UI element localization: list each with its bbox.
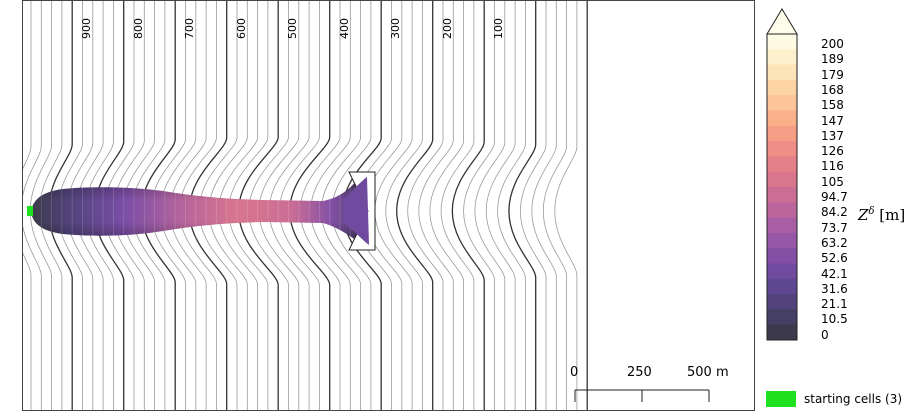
- contour-label-200: 200: [440, 18, 454, 39]
- color-ramp-step: [767, 187, 797, 203]
- contour-label-500: 500: [286, 18, 300, 39]
- contour-line: [485, 1, 516, 410]
- starting-cells-swatch: [766, 391, 796, 407]
- color-ramp-step: [767, 49, 797, 66]
- contour-line: [519, 1, 547, 410]
- scale-label-0: 0: [570, 365, 579, 380]
- flow-deposit-shading: [31, 176, 365, 246]
- color-ramp-label: 168: [821, 82, 844, 97]
- map-panel[interactable]: 1000900800700600500400300200100 0 250 50…: [22, 0, 755, 411]
- starting-cells-label: starting cells (3): [804, 392, 903, 406]
- color-ramp-label: 84.2: [821, 205, 848, 220]
- color-ramp-label: 94.7: [821, 190, 848, 204]
- color-ramp-step: [767, 64, 797, 81]
- contour-line-major: [508, 1, 537, 410]
- contour-line: [531, 1, 557, 410]
- contour-line: [407, 1, 444, 410]
- legend-title-superscript: δ: [868, 206, 875, 217]
- color-ramp: [766, 8, 798, 341]
- color-ramp-label: 63.2: [821, 235, 848, 250]
- contour-label-100: 100: [492, 18, 506, 39]
- contour-label-400: 400: [337, 18, 351, 39]
- contour-line: [554, 1, 578, 410]
- contour-label-600: 600: [234, 18, 248, 39]
- color-ramp-label: 73.7: [821, 220, 848, 235]
- contour-line: [497, 1, 526, 410]
- color-ramp-overflow-arrow: [766, 8, 798, 35]
- color-ramp-label: 21.1: [821, 297, 848, 312]
- color-ramp-step: [767, 34, 797, 50]
- contour-line: [23, 1, 42, 410]
- contour-line: [418, 1, 454, 410]
- color-ramp-label: 10.5: [821, 312, 848, 327]
- contour-label-800: 800: [131, 18, 145, 39]
- contour-line: [374, 1, 413, 410]
- color-ramp-step: [767, 248, 797, 264]
- contour-line: [474, 1, 506, 410]
- contour-label-300: 300: [389, 18, 403, 39]
- color-ramp-label: 147: [821, 113, 844, 128]
- color-ramp-step: [767, 125, 797, 142]
- color-ramp-label: 31.6: [821, 281, 848, 296]
- color-ramp-step: [767, 141, 797, 157]
- color-ramp-step: [767, 232, 797, 249]
- color-ramp-step: [767, 110, 797, 127]
- scale-label-500m: 500 m: [687, 365, 729, 380]
- color-ramp-step: [767, 217, 797, 234]
- contour-label-900: 900: [80, 18, 94, 39]
- legend: 200 189 179 168 158 147 137 126 116 105 94.7 84.2 73…: [766, 8, 913, 412]
- color-ramp-step: [767, 309, 797, 326]
- color-ramp-step: [767, 324, 797, 341]
- color-ramp-label: 158: [821, 98, 844, 113]
- color-ramp-label: 105: [821, 174, 844, 189]
- flow-front-head: [343, 177, 369, 245]
- color-ramp-step: [767, 294, 797, 310]
- legend-title-symbol: Z: [858, 206, 869, 224]
- legend-unit: [m]: [879, 206, 906, 224]
- color-ramp-step: [767, 156, 797, 173]
- color-ramp-border: [766, 33, 798, 341]
- contour-line-major: [396, 1, 434, 410]
- legend-title: Zδ [m]: [858, 206, 905, 224]
- color-ramp-label: 116: [821, 159, 844, 174]
- contour-line: [542, 1, 567, 410]
- color-ramp-label: 42.1: [821, 266, 848, 281]
- color-ramp-label: 137: [821, 128, 844, 143]
- color-ramp-step: [767, 171, 797, 188]
- contour-label-700: 700: [183, 18, 197, 39]
- contour-line-major: [451, 1, 485, 410]
- color-ramp-label: 52.6: [821, 251, 848, 266]
- color-ramp-label: 200: [821, 37, 844, 51]
- contour-line: [440, 1, 475, 410]
- color-ramp-step: [767, 95, 797, 111]
- contour-line: [463, 1, 495, 410]
- color-ramp-label: 189: [821, 52, 844, 67]
- scale-label-250: 250: [627, 365, 652, 380]
- color-ramp-label: 126: [821, 144, 844, 159]
- color-ramp-label: 0: [821, 327, 829, 342]
- contour-line: [23, 1, 32, 410]
- color-ramp-step: [767, 263, 797, 280]
- color-ramp-label: 179: [821, 67, 844, 82]
- contour-line: [429, 1, 464, 410]
- starting-cells-marker: [27, 206, 33, 216]
- contour-line: [385, 1, 423, 410]
- color-ramp-step: [767, 278, 797, 295]
- color-ramp-step: [767, 202, 797, 219]
- map-canvas: [23, 1, 588, 410]
- color-ramp-step: [767, 79, 797, 96]
